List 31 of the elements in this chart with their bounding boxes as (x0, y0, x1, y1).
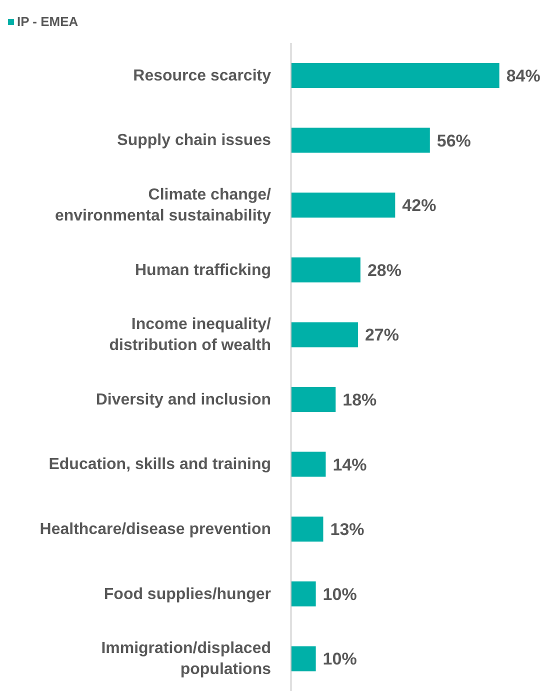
bar (291, 322, 358, 348)
data-label: 27% (364, 326, 399, 345)
bar (291, 257, 360, 282)
bar (291, 516, 324, 542)
bar (291, 63, 500, 88)
data-label: 18% (342, 390, 377, 410)
data-label: 14% (332, 455, 367, 474)
y-tick-label: Income inequality/ distribution of wealth (109, 316, 272, 354)
legend-label: IP - EMEA (16, 14, 78, 29)
data-label: 84% (506, 66, 540, 86)
y-tick-label: Food supplies/hunger (104, 585, 271, 602)
y-tick-label: Immigration/displaced populations (101, 640, 272, 678)
data-label: 56% (436, 131, 471, 150)
bar (291, 646, 316, 672)
data-label: 10% (322, 650, 357, 669)
y-tick-label: Diversity and inclusion (96, 390, 271, 408)
y-tick-label: Human trafficking (134, 261, 271, 278)
bar (291, 452, 326, 477)
y-tick-label: Supply chain issues (117, 132, 272, 149)
y-tick-label: Resource scarcity (133, 66, 272, 84)
data-label: 28% (367, 260, 402, 280)
data-label: 42% (402, 196, 436, 216)
y-tick-label: Climate change/ environmental sustainability (54, 186, 272, 224)
y-tick-label: Education, skills and training (48, 456, 271, 473)
bar (291, 387, 336, 412)
bar (291, 192, 396, 218)
y-tick-label: Healthcare/disease prevention (40, 520, 271, 538)
data-label: 10% (322, 584, 357, 604)
data-label: 13% (330, 520, 364, 540)
bar (291, 581, 316, 606)
bar (291, 128, 430, 153)
